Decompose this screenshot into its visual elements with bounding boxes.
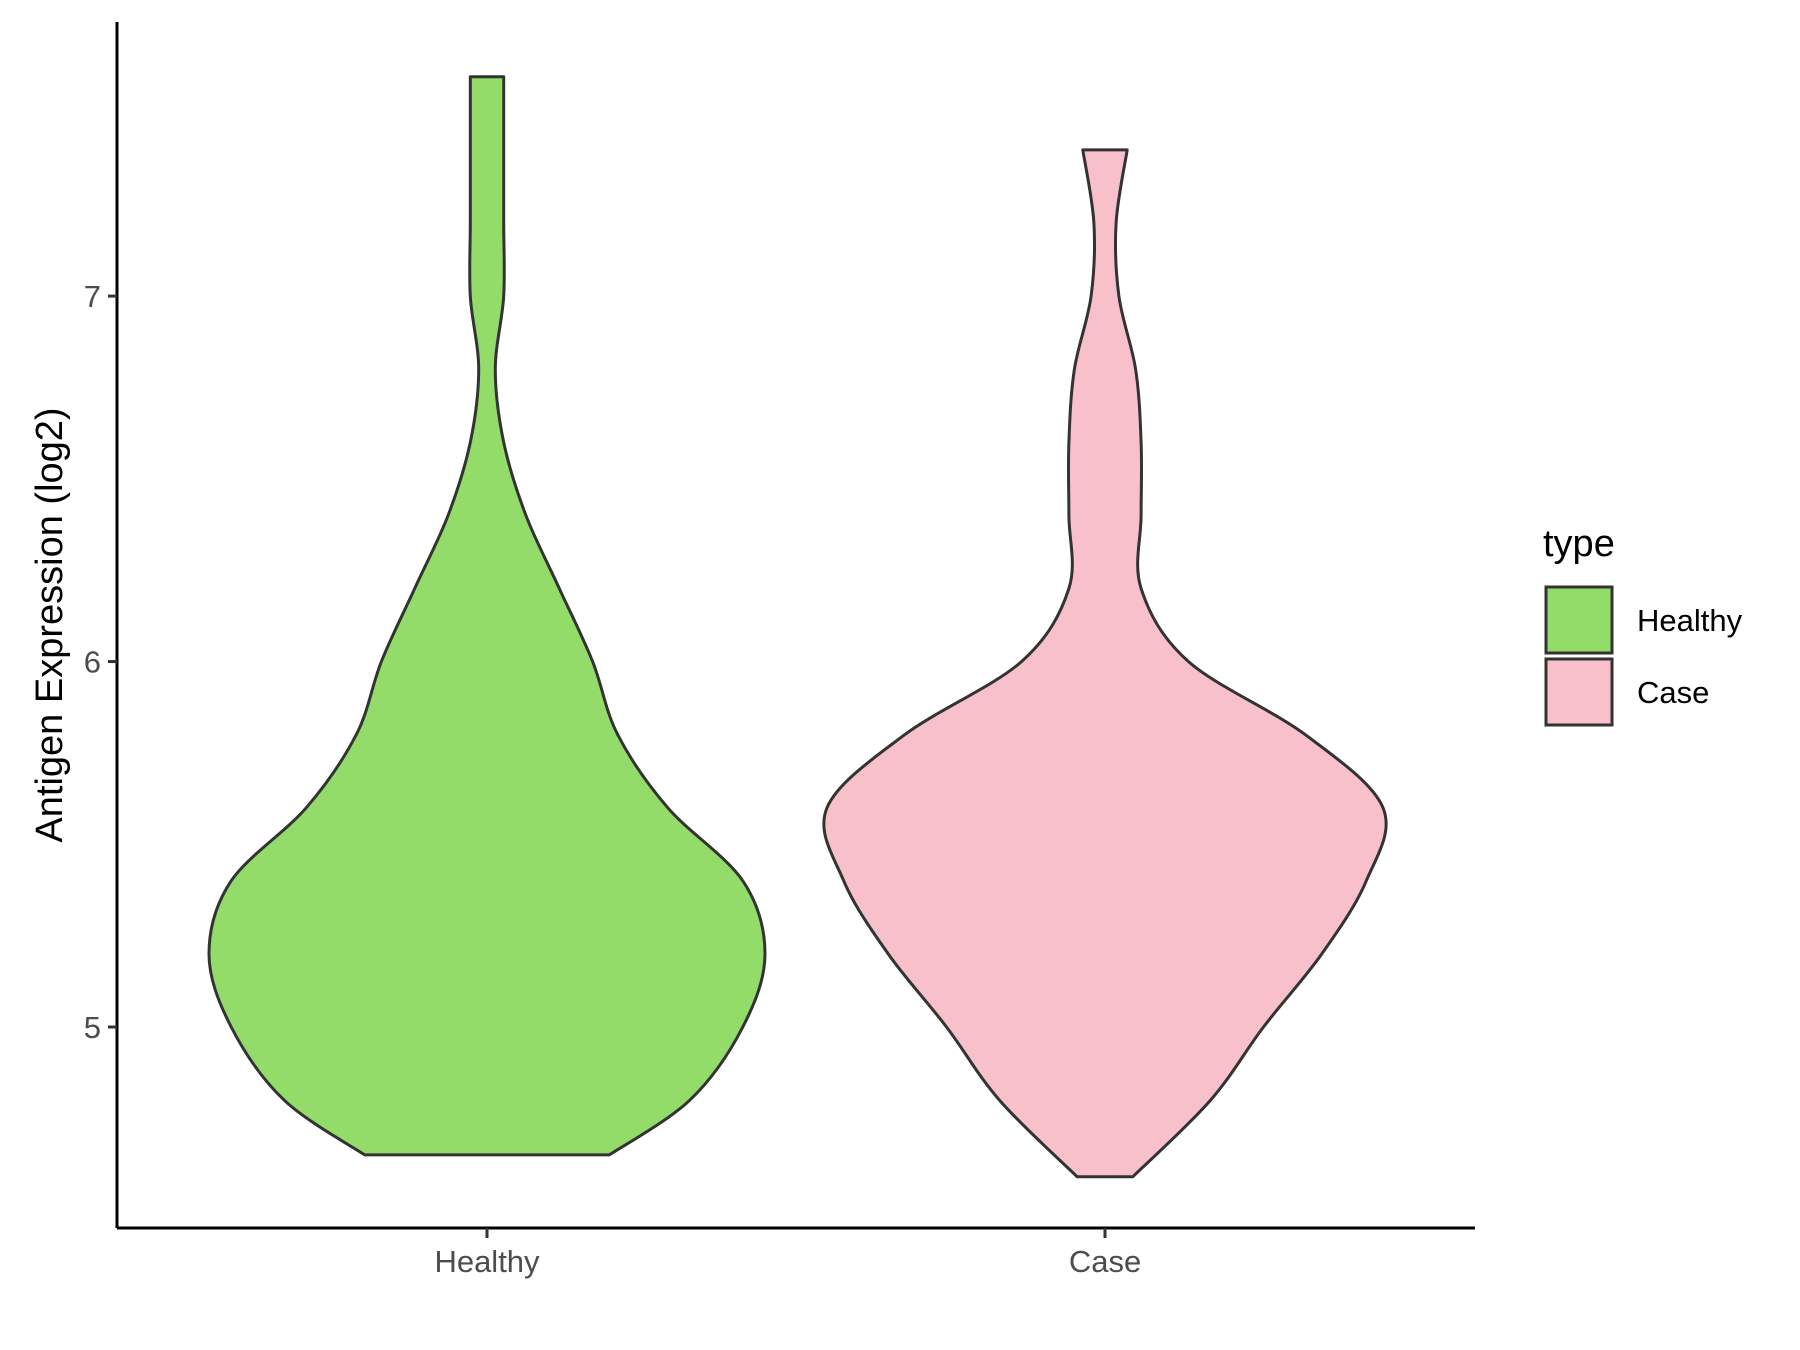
legend-label-case: Case [1637,675,1709,710]
legend-label-healthy: Healthy [1637,603,1743,638]
violin-healthy [207,75,767,1157]
violin-layer [207,75,1388,1179]
y-ticks: 5 6 7 [84,279,117,1045]
legend-items: Healthy Case [1544,585,1743,727]
legend-title: type [1543,523,1615,565]
legend: type Healthy Case [1543,523,1743,727]
y-tick-label: 6 [84,645,101,680]
legend-swatch-healthy [1544,585,1614,655]
y-axis-title: Antigen Expression (log2) [29,407,71,842]
x-ticks: Healthy Case [434,1228,1141,1279]
x-tick-label: Healthy [434,1244,540,1279]
legend-swatch-case [1544,657,1614,727]
violin-case [822,148,1388,1179]
y-tick-label: 5 [84,1010,101,1045]
x-tick-label: Case [1069,1244,1141,1279]
y-tick-label: 7 [84,279,101,314]
